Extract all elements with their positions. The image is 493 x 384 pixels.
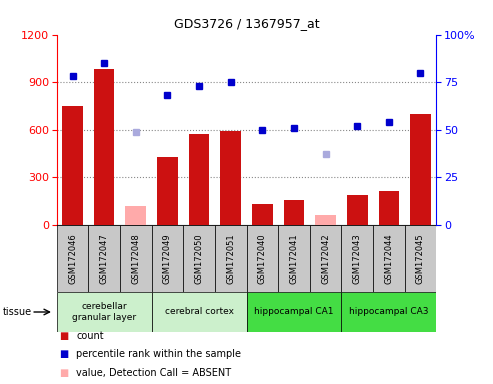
Text: GSM172043: GSM172043 xyxy=(352,233,362,284)
Bar xyxy=(341,292,436,332)
Bar xyxy=(220,131,241,225)
Text: hippocampal CA3: hippocampal CA3 xyxy=(349,308,428,316)
Text: GSM172045: GSM172045 xyxy=(416,233,425,283)
Text: GSM172049: GSM172049 xyxy=(163,233,172,283)
Bar xyxy=(152,292,246,332)
Bar xyxy=(152,225,183,292)
Text: GSM172050: GSM172050 xyxy=(195,233,204,283)
Text: percentile rank within the sample: percentile rank within the sample xyxy=(76,349,242,359)
Bar xyxy=(278,225,310,292)
Bar xyxy=(157,157,177,225)
Bar xyxy=(126,206,146,225)
Text: value, Detection Call = ABSENT: value, Detection Call = ABSENT xyxy=(76,368,232,378)
Text: GSM172040: GSM172040 xyxy=(258,233,267,283)
Bar xyxy=(310,225,341,292)
Bar xyxy=(316,215,336,225)
Text: ■: ■ xyxy=(59,368,69,378)
Text: GSM172051: GSM172051 xyxy=(226,233,235,283)
Text: GSM172046: GSM172046 xyxy=(68,233,77,284)
Bar xyxy=(120,225,152,292)
Bar xyxy=(405,225,436,292)
Bar xyxy=(88,225,120,292)
Text: ■: ■ xyxy=(59,349,69,359)
Bar xyxy=(347,195,367,225)
Bar xyxy=(215,225,246,292)
Bar xyxy=(183,225,215,292)
Bar xyxy=(246,225,278,292)
Text: count: count xyxy=(76,331,104,341)
Bar xyxy=(62,106,83,225)
Text: tissue: tissue xyxy=(2,307,32,317)
Bar xyxy=(57,225,88,292)
Text: hippocampal CA1: hippocampal CA1 xyxy=(254,308,334,316)
Text: cerebral cortex: cerebral cortex xyxy=(165,308,234,316)
Bar xyxy=(373,225,405,292)
Bar xyxy=(379,191,399,225)
Bar xyxy=(246,292,341,332)
Bar xyxy=(410,114,431,225)
Text: GDS3726 / 1367957_at: GDS3726 / 1367957_at xyxy=(174,17,319,30)
Text: GSM172047: GSM172047 xyxy=(100,233,108,284)
Text: GSM172044: GSM172044 xyxy=(385,233,393,283)
Text: cerebellar
granular layer: cerebellar granular layer xyxy=(72,302,136,322)
Bar xyxy=(283,200,304,225)
Bar xyxy=(341,225,373,292)
Bar xyxy=(189,134,210,225)
Text: GSM172042: GSM172042 xyxy=(321,233,330,283)
Text: GSM172048: GSM172048 xyxy=(131,233,141,284)
Text: GSM172041: GSM172041 xyxy=(289,233,298,283)
Bar xyxy=(252,204,273,225)
Text: ■: ■ xyxy=(59,331,69,341)
Bar xyxy=(57,292,152,332)
Bar xyxy=(94,70,114,225)
